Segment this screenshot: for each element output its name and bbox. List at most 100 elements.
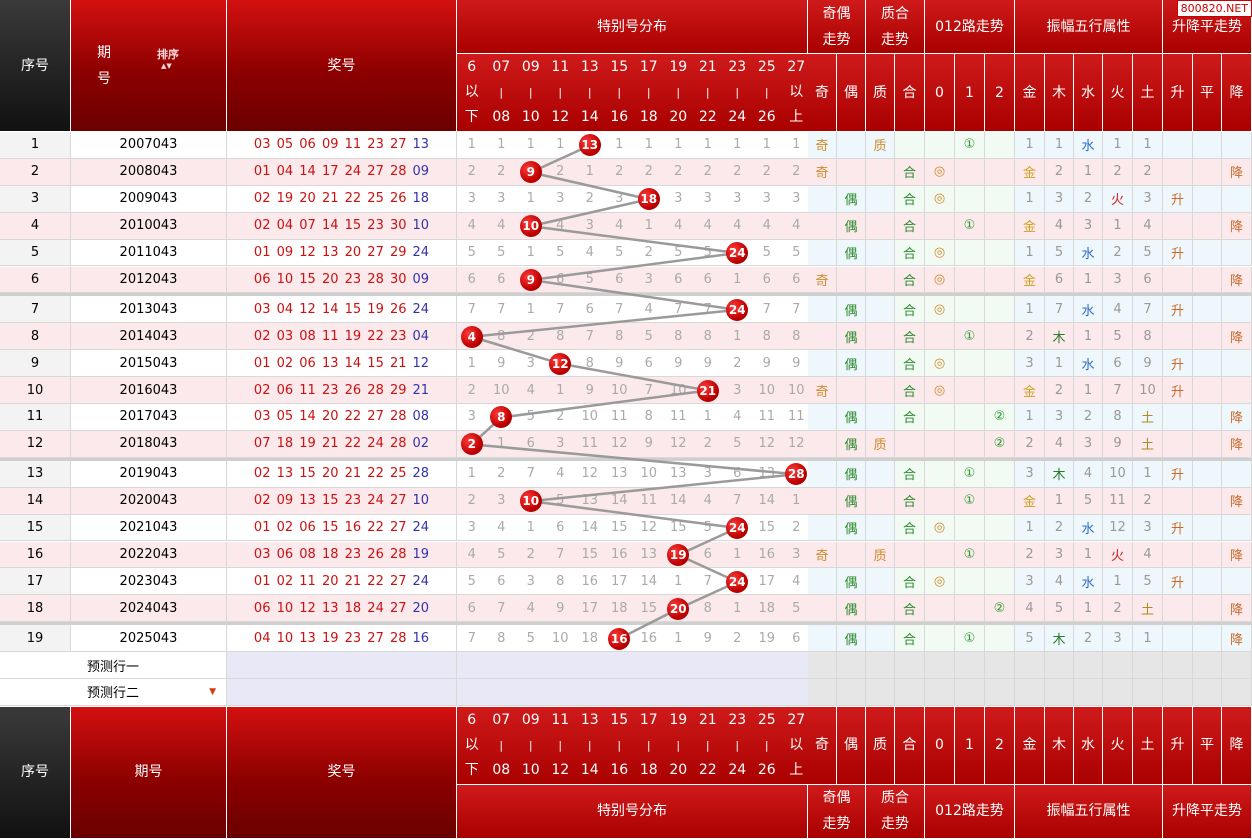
predict-dist-cell[interactable] <box>575 679 606 706</box>
predict-dist-cell[interactable] <box>781 652 812 679</box>
sort-button[interactable]: 排序 <box>157 48 179 61</box>
predict-row-label[interactable]: 预测行一 <box>0 652 227 679</box>
dist-cell: 12 <box>604 430 635 458</box>
predict-dist-cell[interactable] <box>693 679 724 706</box>
predict-trend-cell[interactable] <box>1103 679 1133 706</box>
predict-trend-cell[interactable] <box>1015 652 1045 679</box>
predict-trend-cell[interactable] <box>1045 679 1074 706</box>
dist-cell: 11 <box>752 404 783 431</box>
row-award: 01 04 14 17 24 27 28 09 <box>227 158 457 186</box>
range-label-part: 13 <box>580 711 599 728</box>
trend-cell: ◎ <box>925 568 955 596</box>
predict-trend-cell[interactable] <box>1222 652 1252 679</box>
range-label-part: 15 <box>610 711 629 728</box>
predict-trend-cell[interactable] <box>1074 679 1103 706</box>
trend-cell <box>808 460 837 488</box>
predict-trend-cell[interactable] <box>895 652 925 679</box>
predict-dist-cell[interactable] <box>604 652 635 679</box>
trend-cell: 升 <box>1163 568 1193 596</box>
predict-trend-cell[interactable] <box>1015 679 1045 706</box>
predict-dist-cell[interactable] <box>722 679 753 706</box>
predict-trend-cell[interactable] <box>1163 679 1193 706</box>
predict-trend-cell[interactable] <box>955 652 985 679</box>
predict-trend-cell[interactable] <box>955 679 985 706</box>
predict-dist-cell[interactable] <box>486 652 517 679</box>
dist-cell: 14 <box>604 487 635 515</box>
predict-row-label[interactable]: 预测行二 ▼ <box>0 679 227 706</box>
trend-cell <box>1193 239 1222 267</box>
predict-dist-cell[interactable] <box>604 679 635 706</box>
header-prime-comp: 质合走势 <box>866 0 925 54</box>
dist-cell: 6 <box>516 430 547 458</box>
trend-cell: ◎ <box>925 266 955 294</box>
predict-dist-cell[interactable] <box>663 652 694 679</box>
predict-dist-cell[interactable] <box>693 652 724 679</box>
trend-cell <box>985 514 1015 542</box>
predict-dist-cell[interactable] <box>752 679 783 706</box>
dist-cell: 4 <box>781 568 812 596</box>
predict-trend-cell[interactable] <box>1074 652 1103 679</box>
predict-trend-cell[interactable] <box>925 679 955 706</box>
predict-trend-cell[interactable] <box>837 679 866 706</box>
predict-dist-cell[interactable] <box>516 652 547 679</box>
predict-trend-cell[interactable] <box>985 679 1015 706</box>
trend-cell: 2 <box>1074 404 1103 431</box>
predict-dist-cell[interactable] <box>575 652 606 679</box>
trend-cell: 8 <box>1133 323 1163 351</box>
trend-cell: 2 <box>1015 541 1045 569</box>
trend-cell: 4 <box>1045 430 1074 458</box>
predict-award-cell[interactable] <box>227 679 457 706</box>
predict-trend-cell[interactable] <box>1163 652 1193 679</box>
predict-arrow-icon[interactable]: ▼ <box>209 686 216 697</box>
dist-cell: 6 <box>486 266 517 294</box>
trend-cell <box>1222 239 1252 267</box>
predict-trend-cell[interactable] <box>895 679 925 706</box>
predict-trend-cell[interactable] <box>985 652 1015 679</box>
trend-cell <box>808 350 837 378</box>
dist-cell: 1 <box>722 595 753 623</box>
predict-dist-cell[interactable] <box>634 679 665 706</box>
predict-trend-cell[interactable] <box>866 679 895 706</box>
trend-cell <box>1163 266 1193 294</box>
trend-cell <box>808 430 837 458</box>
predict-trend-cell[interactable] <box>1045 652 1074 679</box>
trend-cell <box>1193 323 1222 351</box>
predict-trend-cell[interactable] <box>1133 679 1163 706</box>
trend-cell: 合 <box>895 185 925 213</box>
predict-trend-cell[interactable] <box>1103 652 1133 679</box>
predict-trend-cell[interactable] <box>1193 652 1222 679</box>
predict-dist-cell[interactable] <box>545 679 576 706</box>
row-seq: 17 <box>0 568 71 596</box>
predict-trend-cell[interactable] <box>1193 679 1222 706</box>
predict-dist-cell[interactable] <box>457 652 488 679</box>
predict-trend-cell[interactable] <box>808 652 837 679</box>
header-special-dist: 特别号分布 <box>457 784 808 839</box>
predict-trend-cell[interactable] <box>866 652 895 679</box>
predict-dist-cell[interactable] <box>752 652 783 679</box>
row-seq: 8 <box>0 323 71 351</box>
predict-dist-cell[interactable] <box>486 679 517 706</box>
dist-cell: 2 <box>457 377 488 404</box>
dist-cell: 1 <box>604 132 635 159</box>
predict-dist-cell[interactable] <box>663 679 694 706</box>
trend-cell: 金 <box>1015 377 1045 404</box>
predict-award-cell[interactable] <box>227 652 457 679</box>
sub-label-6: 2 <box>985 706 1015 785</box>
range-label-part: | <box>499 86 504 99</box>
predict-dist-cell[interactable] <box>516 679 547 706</box>
predict-dist-cell[interactable] <box>634 652 665 679</box>
dist-cell: 2 <box>575 185 606 213</box>
predict-trend-cell[interactable] <box>808 679 837 706</box>
dist-cell: 2 <box>516 323 547 351</box>
predict-trend-cell[interactable] <box>925 652 955 679</box>
predict-trend-cell[interactable] <box>1222 679 1252 706</box>
sort-arrows-icon[interactable]: ▲▼ <box>161 62 172 70</box>
predict-dist-cell[interactable] <box>457 679 488 706</box>
predict-dist-cell[interactable] <box>781 679 812 706</box>
predict-trend-cell[interactable] <box>1133 652 1163 679</box>
predict-dist-cell[interactable] <box>545 652 576 679</box>
predict-trend-cell[interactable] <box>837 652 866 679</box>
range-label-part: | <box>646 738 651 752</box>
predict-dist-cell[interactable] <box>722 652 753 679</box>
dist-cell: 1 <box>663 568 694 596</box>
